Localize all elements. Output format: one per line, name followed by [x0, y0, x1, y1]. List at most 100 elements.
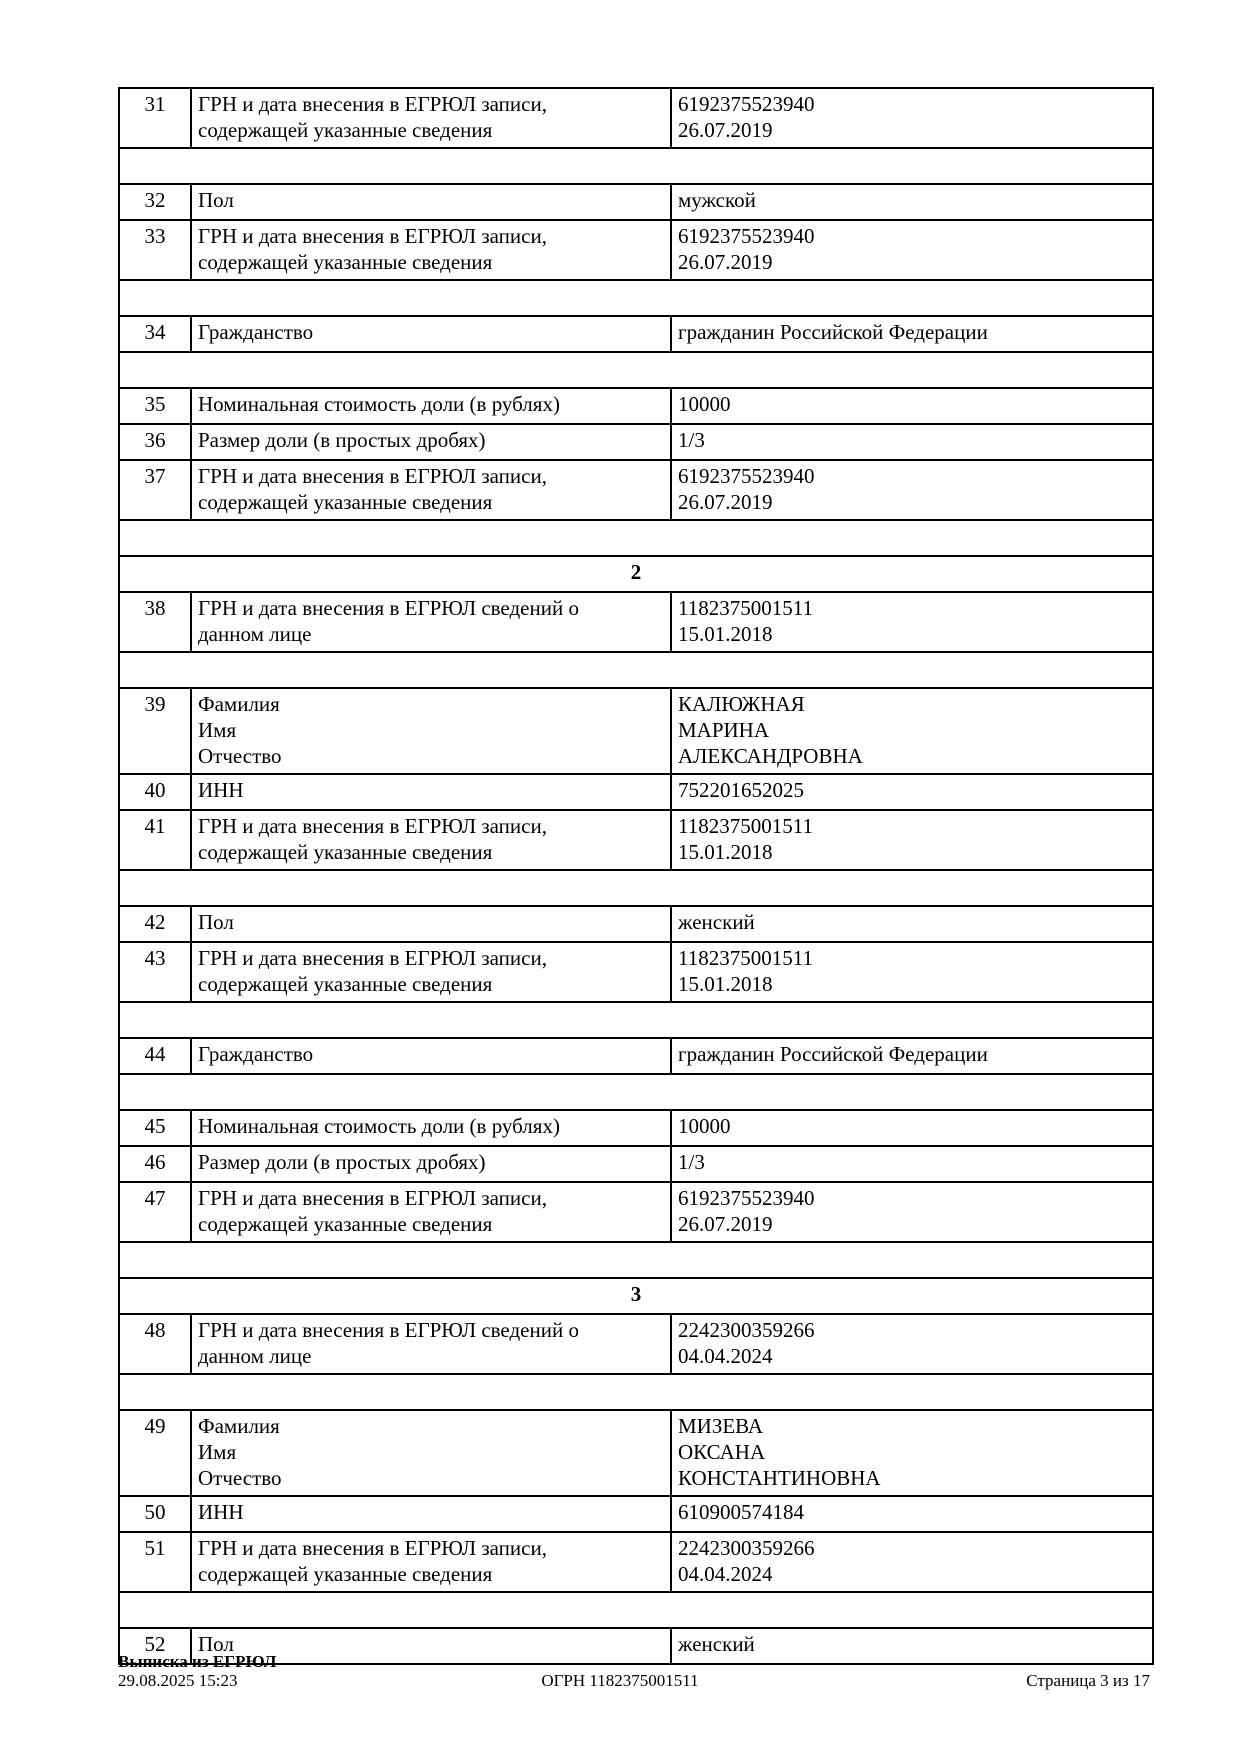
spacer-row: [118, 147, 1154, 185]
spacer-row: [118, 351, 1154, 389]
field-label: Номинальная стоимость доли (в рублях): [190, 1109, 672, 1147]
field-value: 2242300359266 04.04.2024: [670, 1531, 1154, 1593]
field-value: 1182375001511 15.01.2018: [670, 591, 1154, 653]
field-label-line: Фамилия: [198, 1414, 280, 1438]
field-label: Гражданство: [190, 1037, 672, 1075]
table-row: 48 ГРН и дата внесения в ЕГРЮЛ сведений о…: [118, 1313, 1154, 1375]
field-label: ГРН и дата внесения в ЕГРЮЛ записи, содер…: [190, 1181, 672, 1243]
spacer-row: [118, 519, 1154, 557]
field-label: Размер доли (в простых дробях): [190, 423, 672, 461]
field-value-line: 1182375001511: [678, 814, 813, 838]
spacer-cell: [118, 1241, 1154, 1279]
field-value-line: 6192375523940: [678, 464, 815, 488]
field-value: 1182375001511 15.01.2018: [670, 809, 1154, 871]
field-value-line: АЛЕКСАНДРОВНА: [678, 744, 863, 768]
field-label: ИНН: [190, 773, 672, 811]
field-value: женский: [670, 1627, 1154, 1665]
table-row: 42 Пол женский: [118, 905, 1154, 943]
spacer-row: [118, 651, 1154, 689]
row-number: 33: [118, 219, 192, 281]
field-label: Размер доли (в простых дробях): [190, 1145, 672, 1183]
field-label-line: Размер доли (в простых дробях): [198, 1150, 486, 1174]
table-row: 31 ГРН и дата внесения в ЕГРЮЛ записи, сод…: [118, 87, 1154, 149]
footer-left: Выписка из ЕГРЮЛ 29.08.2025 15:23: [118, 1652, 276, 1690]
field-value-line: 2242300359266: [678, 1318, 815, 1342]
field-value-line: 04.04.2024: [678, 1344, 773, 1368]
row-number: 47: [118, 1181, 192, 1243]
table-row: 36 Размер доли (в простых дробях) 1/3: [118, 423, 1154, 461]
row-number: 39: [118, 687, 192, 775]
field-label-line: ГРН и дата внесения в ЕГРЮЛ записи,: [198, 1186, 547, 1210]
table-row: 46 Размер доли (в простых дробях) 1/3: [118, 1145, 1154, 1183]
row-number: 50: [118, 1495, 192, 1533]
field-value-line: КОНСТАНТИНОВНА: [678, 1466, 881, 1490]
field-label-line: данном лице: [198, 622, 312, 646]
field-value: 610900574184: [670, 1495, 1154, 1533]
field-label: ГРН и дата внесения в ЕГРЮЛ записи, содер…: [190, 809, 672, 871]
field-value-line: 15.01.2018: [678, 972, 773, 996]
field-value: 1/3: [670, 1145, 1154, 1183]
field-value-line: 6192375523940: [678, 1186, 815, 1210]
field-label-line: Гражданство: [198, 1042, 314, 1066]
field-value-line: 15.01.2018: [678, 622, 773, 646]
table-row: 33 ГРН и дата внесения в ЕГРЮЛ записи, сод…: [118, 219, 1154, 281]
field-value-line: женский: [678, 910, 755, 934]
field-value-line: гражданин Российской Федерации: [678, 1042, 988, 1066]
field-label-line: Имя: [198, 1440, 237, 1464]
field-value: 6192375523940 26.07.2019: [670, 219, 1154, 281]
field-label-line: ГРН и дата внесения в ЕГРЮЛ записи,: [198, 1536, 547, 1560]
table-row: 47 ГРН и дата внесения в ЕГРЮЛ записи, сод…: [118, 1181, 1154, 1243]
row-number: 35: [118, 387, 192, 425]
field-label: ГРН и дата внесения в ЕГРЮЛ записи, содер…: [190, 87, 672, 149]
field-value-line: 752201652025: [678, 778, 804, 802]
spacer-cell: [118, 1373, 1154, 1411]
field-label-line: ГРН и дата внесения в ЕГРЮЛ записи,: [198, 224, 547, 248]
table-row: 39 Фамилия Имя Отчество КАЛЮЖНАЯ МАРИНА АЛЕКСА…: [118, 687, 1154, 775]
field-label-line: ГРН и дата внесения в ЕГРЮЛ сведений о: [198, 1318, 579, 1342]
field-label-line: Пол: [198, 910, 234, 934]
field-label-line: содержащей указанные сведения: [198, 1212, 493, 1236]
row-number: 51: [118, 1531, 192, 1593]
field-value-line: 26.07.2019: [678, 490, 773, 514]
spacer-cell: [118, 1073, 1154, 1111]
field-label: ГРН и дата внесения в ЕГРЮЛ сведений о да…: [190, 591, 672, 653]
field-label-line: ГРН и дата внесения в ЕГРЮЛ записи,: [198, 946, 547, 970]
field-value: 2242300359266 04.04.2024: [670, 1313, 1154, 1375]
field-value-line: МИЗЕВА: [678, 1414, 764, 1438]
table-row: 45 Номинальная стоимость доли (в рублях) 1…: [118, 1109, 1154, 1147]
field-label-line: Фамилия: [198, 692, 280, 716]
table-row: 51 ГРН и дата внесения в ЕГРЮЛ записи, сод…: [118, 1531, 1154, 1593]
spacer-cell: [118, 147, 1154, 185]
spacer-cell: [118, 519, 1154, 557]
field-value: 752201652025: [670, 773, 1154, 811]
field-value-line: гражданин Российской Федерации: [678, 320, 988, 344]
field-value-line: 1182375001511: [678, 596, 813, 620]
field-value: 1/3: [670, 423, 1154, 461]
field-value: гражданин Российской Федерации: [670, 1037, 1154, 1075]
spacer-row: [118, 1241, 1154, 1279]
field-value-line: 1/3: [678, 428, 705, 452]
field-label-line: содержащей указанные сведения: [198, 118, 493, 142]
spacer-cell: [118, 869, 1154, 907]
footer-page-info: Страница 3 из 17: [1026, 1671, 1150, 1690]
section-header-row: 3: [118, 1277, 1154, 1315]
field-label-line: Имя: [198, 718, 237, 742]
spacer-cell: [118, 351, 1154, 389]
field-value: 6192375523940 26.07.2019: [670, 87, 1154, 149]
field-label-line: Пол: [198, 188, 234, 212]
row-number: 41: [118, 809, 192, 871]
row-number: 48: [118, 1313, 192, 1375]
field-value-line: 26.07.2019: [678, 1212, 773, 1236]
row-number: 31: [118, 87, 192, 149]
field-value: 6192375523940 26.07.2019: [670, 459, 1154, 521]
table-row: 35 Номинальная стоимость доли (в рублях) 1…: [118, 387, 1154, 425]
field-label: ГРН и дата внесения в ЕГРЮЛ сведений о да…: [190, 1313, 672, 1375]
spacer-cell: [118, 279, 1154, 317]
table-row: 37 ГРН и дата внесения в ЕГРЮЛ записи, сод…: [118, 459, 1154, 521]
field-value-line: 1/3: [678, 1150, 705, 1174]
field-value-line: 26.07.2019: [678, 118, 773, 142]
field-value-line: КАЛЮЖНАЯ: [678, 692, 805, 716]
row-number: 36: [118, 423, 192, 461]
footer-ogrn: ОГРН 1182375001511: [541, 1671, 699, 1690]
field-value-line: 26.07.2019: [678, 250, 773, 274]
